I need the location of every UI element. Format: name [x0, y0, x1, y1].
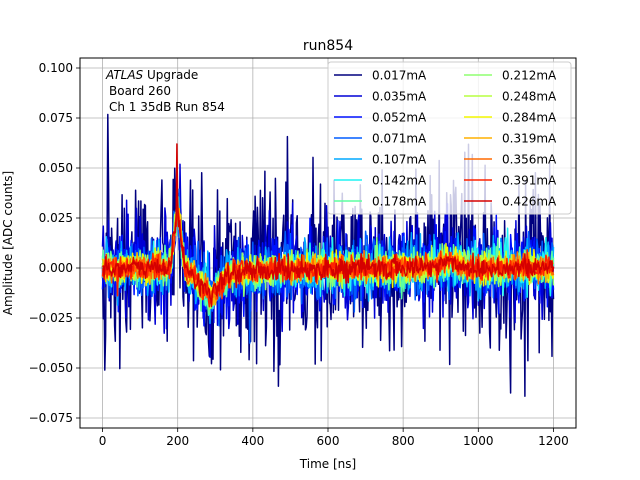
y-tick-label: 0.075: [39, 111, 73, 125]
x-tick-label: 1000: [463, 434, 494, 448]
legend-label-0.248mA: 0.248mA: [502, 90, 557, 104]
x-axis-label: Time [ns]: [299, 457, 356, 471]
legend-label-0.356mA: 0.356mA: [502, 153, 557, 167]
y-axis-label: Amplitude [ADC counts]: [1, 171, 15, 315]
series-group: [101, 113, 555, 397]
annotation-channel-run: Ch 1 35dB Run 854: [109, 100, 225, 114]
legend-label-0.017mA: 0.017mA: [372, 69, 427, 83]
annotation-board: Board 260: [109, 84, 171, 98]
x-tick-label: 200: [166, 434, 189, 448]
x-tick-label: 800: [392, 434, 415, 448]
series-line-0.426mA: [101, 143, 555, 308]
legend-label-0.142mA: 0.142mA: [372, 174, 427, 188]
legend-label-0.391mA: 0.391mA: [502, 174, 557, 188]
legend-label-0.052mA: 0.052mA: [372, 111, 427, 125]
legend-label-0.212mA: 0.212mA: [502, 69, 557, 83]
y-tick-label: 0.050: [39, 161, 73, 175]
legend-label-0.107mA: 0.107mA: [372, 153, 427, 167]
plot-area: [101, 113, 555, 397]
legend-label-0.035mA: 0.035mA: [372, 90, 427, 104]
chart-title: run854: [303, 38, 353, 54]
x-tick-label: 400: [241, 434, 264, 448]
annotation-upgrade: Upgrade: [143, 68, 198, 82]
y-tick-label: 0.000: [39, 261, 73, 275]
y-tick-label: −0.050: [29, 361, 73, 375]
y-tick-label: 0.025: [39, 211, 73, 225]
legend-label-0.284mA: 0.284mA: [502, 111, 557, 125]
y-tick-label: −0.075: [29, 411, 73, 425]
legend-label-0.319mA: 0.319mA: [502, 132, 557, 146]
x-tick-label: 1200: [538, 434, 569, 448]
annotation-line-1: ATLAS Upgrade: [105, 68, 198, 82]
y-tick-label: 0.100: [39, 61, 73, 75]
annotation-atlas: ATLAS: [105, 68, 144, 82]
legend-label-0.071mA: 0.071mA: [372, 132, 427, 146]
legend-label-0.426mA: 0.426mA: [502, 195, 557, 209]
x-tick-label: 600: [317, 434, 340, 448]
legend-label-0.178mA: 0.178mA: [372, 195, 427, 209]
legend-box: [327, 61, 572, 215]
x-axis: 0 200 400 600 800 1000 1200: [99, 428, 569, 448]
y-axis: −0.075 −0.050 −0.025 0.000 0.025 0.050 0.075 0.…: [29, 61, 80, 425]
x-tick-label: 0: [99, 434, 107, 448]
legend: 0.017mA 0.035mA 0.052mA 0.071mA 0.107mA 0.142…: [327, 61, 572, 215]
y-tick-label: −0.025: [29, 311, 73, 325]
atlas-annotation: ATLAS Upgrade Board 260 Ch 1 35dB Run 85…: [105, 68, 225, 114]
